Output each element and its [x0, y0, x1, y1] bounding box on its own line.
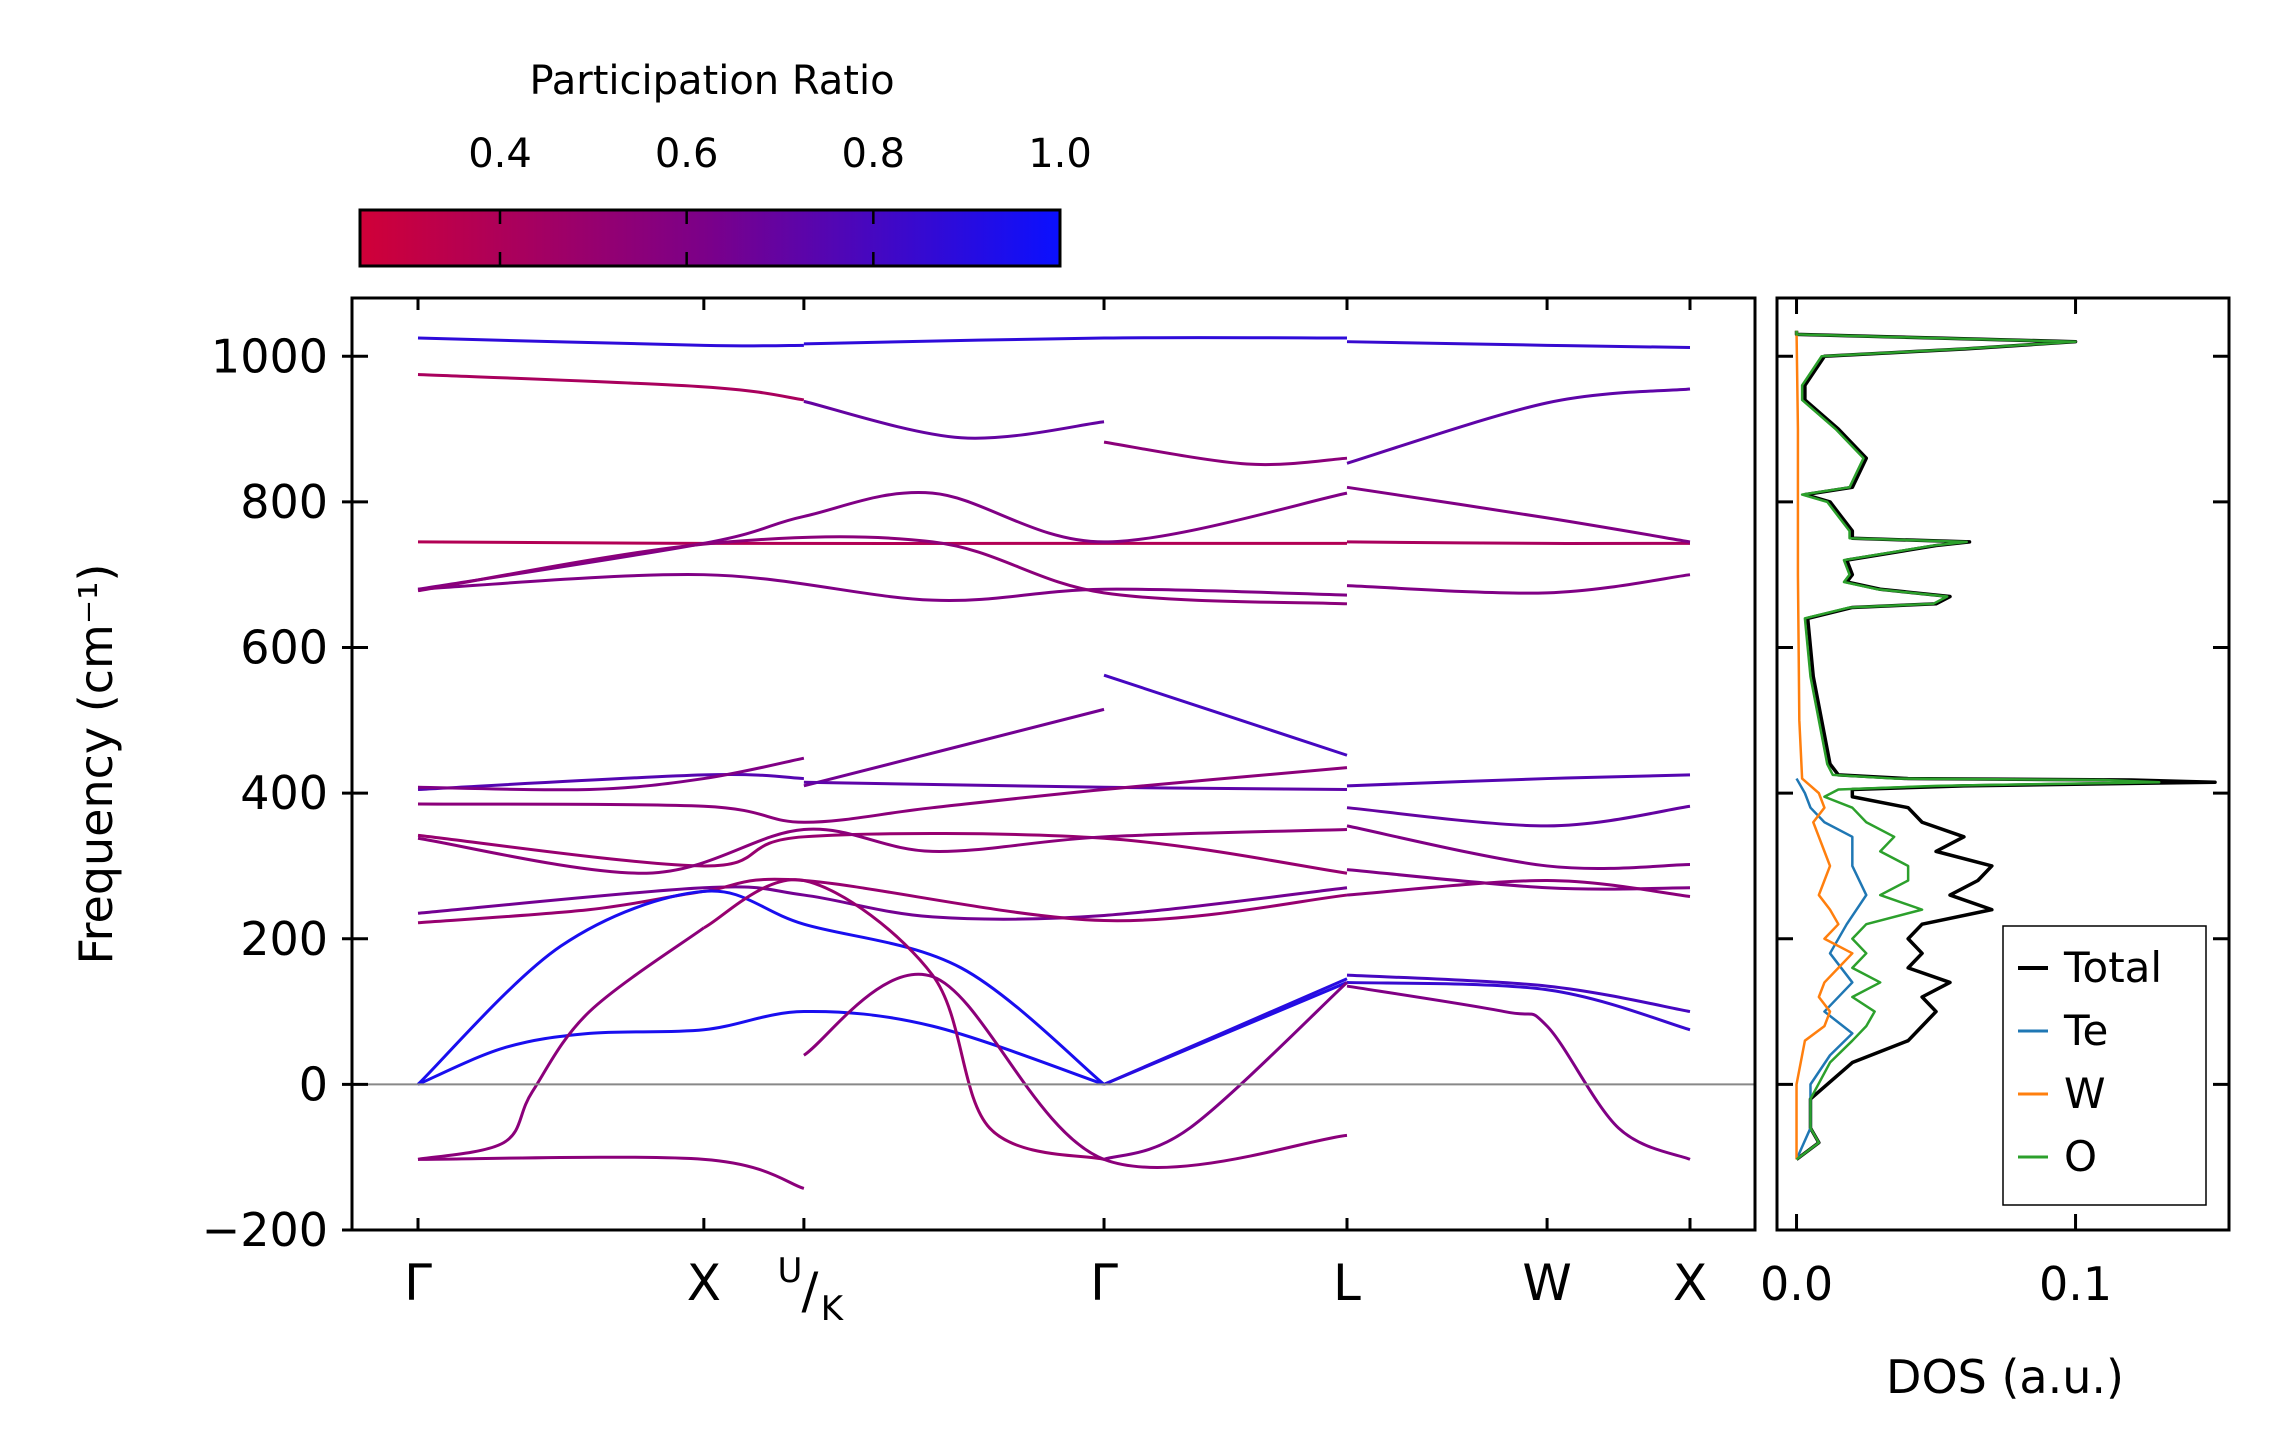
band-line-b2c: [1103, 440, 1348, 467]
band-lines: [416, 336, 1691, 1190]
band-line-b10b: [1346, 804, 1691, 828]
band-line-a2: [416, 889, 1105, 1086]
kpoint-label: Γ: [1090, 1254, 1118, 1312]
band-line-a4b: [803, 972, 1348, 1169]
band-line-a2c: [1346, 973, 1691, 1014]
legend-label-w: W: [2064, 1069, 2106, 1118]
kpoint-label: X: [1673, 1254, 1707, 1312]
legend-label-te: Te: [2063, 1006, 2108, 1055]
kpoint-label-UK: U / K: [777, 1251, 844, 1329]
dos-line-total: [1794, 330, 2217, 1161]
colorbar-tick-label: 0.4: [468, 131, 532, 177]
ytick-label: 800: [240, 475, 328, 529]
colorbar-gradient: [358, 208, 1062, 268]
band-line-b11c: [1346, 824, 1691, 870]
dos-legend: Total Te WO: [2002, 925, 2207, 1206]
band-line-b13b: [1346, 878, 1691, 899]
band-line-b2d: [1346, 387, 1691, 465]
band-line-b12b: [1346, 868, 1691, 891]
band-line-a1c: [1346, 980, 1691, 1032]
band-line-b2: [417, 372, 805, 402]
band-line-a3c: [1103, 981, 1349, 1161]
band-line-a1: [417, 1009, 1105, 1086]
ytick-label: −200: [202, 1203, 328, 1257]
band-line-b8: [417, 773, 804, 791]
band-line-b11b: [417, 827, 1348, 875]
legend-label-o: O: [2064, 1132, 2097, 1181]
ytick-label: 1000: [211, 329, 328, 383]
band-line-b9: [417, 756, 805, 792]
kpoint-label: /: [801, 1262, 818, 1320]
band-line-b4b: [1346, 485, 1691, 544]
dos-xtick-label: 0.1: [2039, 1257, 2112, 1311]
kpoint-label: K: [821, 1289, 845, 1329]
dos-xtick-label: 0.0: [1760, 1257, 1833, 1311]
colorbar-title: Participation Ratio: [529, 58, 894, 104]
band-line-b7: [1103, 673, 1348, 757]
band-line-b3b: [1346, 540, 1691, 545]
band-structure-panel: −200 0 200 400 600 800 1000 Γ X U / K Γ L W X Frequency…: [69, 296, 1757, 1329]
colorbar-tick-label: 0.6: [655, 131, 719, 177]
band-axes: −200 0 200 400 600 800 1000 Γ X U / K Γ L W X: [202, 298, 1755, 1329]
colorbar: Participation Ratio 0.4 0.6 0.8 1.0: [358, 58, 1092, 268]
kpoint-label: Γ: [404, 1254, 432, 1312]
legend-label-total: Total: [2063, 943, 2162, 992]
band-line-b12: [417, 885, 1348, 921]
ytick-label: 200: [240, 912, 328, 966]
band-ylabel: Frequency (cm⁻¹): [69, 564, 123, 965]
band-line-a4: [417, 1155, 805, 1190]
band-line-a3: [417, 926, 705, 1161]
ytick-label: 600: [240, 621, 328, 675]
kpoint-label: X: [687, 1254, 721, 1312]
band-line-b3: [417, 540, 1347, 545]
kpoint-label: U: [777, 1251, 802, 1291]
band-line-a2b: [1103, 977, 1348, 1086]
band-line-b1c: [1346, 340, 1691, 350]
colorbar-tick-label: 1.0: [1028, 131, 1092, 177]
dos-line-o: [1795, 330, 2161, 1161]
kpoint-label: W: [1522, 1254, 1571, 1312]
band-line-b8b: [803, 780, 1348, 791]
band-line-b1b: [803, 336, 1347, 346]
dos-xlabel: DOS (a.u.): [1886, 1350, 2124, 1404]
band-line-a3d: [1346, 984, 1691, 1161]
colorbar-tick-labels: 0.4 0.6 0.8 1.0: [468, 131, 1092, 177]
band-line-b5b: [417, 535, 1348, 606]
band-line-b4: [417, 491, 1348, 591]
ytick-label: 400: [240, 766, 328, 820]
dos-lines: [1794, 330, 2217, 1161]
band-line-b6: [803, 707, 1105, 788]
dos-plot-frame: [1775, 296, 2231, 1232]
colorbar-ticks: [498, 210, 875, 266]
band-line-b1: [417, 336, 804, 348]
band-line-b5: [417, 573, 1348, 602]
dos-panel: 0.0 0.1 DOS (a.u.) Total Te WO: [1760, 296, 2231, 1404]
band-line-b5c: [1346, 573, 1691, 595]
band-line-b10: [417, 766, 1348, 824]
colorbar-tick-label: 0.8: [842, 131, 906, 177]
ytick-label: 0: [299, 1057, 328, 1111]
band-plot-frame: [350, 296, 1757, 1232]
band-line-b2b: [803, 399, 1105, 440]
band-line-b11: [417, 832, 1348, 875]
kpoint-label: L: [1333, 1254, 1361, 1312]
band-line-b8c: [1346, 773, 1691, 788]
dos-line-w: [1795, 330, 1854, 1160]
dos-axes: 0.0 0.1: [1760, 298, 2229, 1311]
